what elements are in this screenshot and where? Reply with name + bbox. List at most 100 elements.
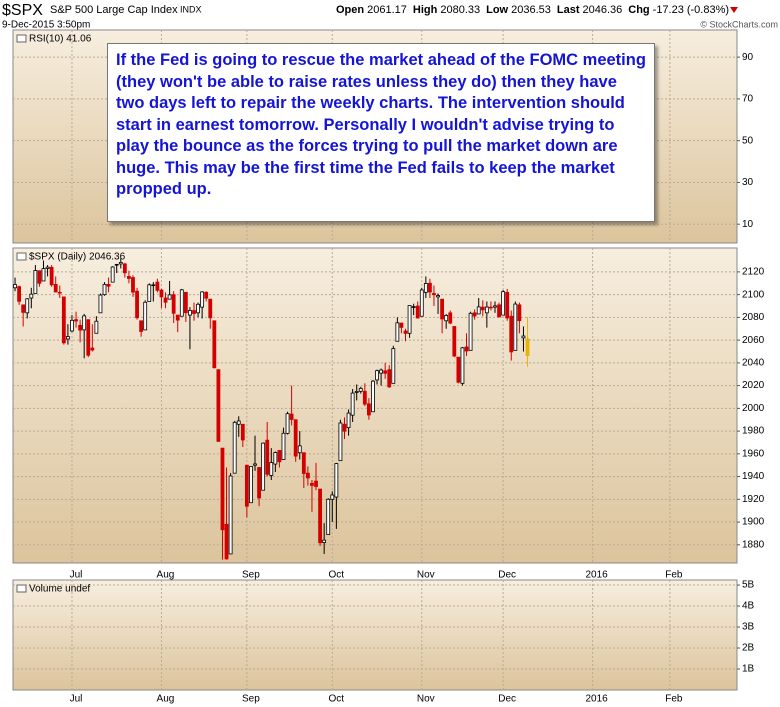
x-tick-label: Nov (417, 570, 435, 581)
y-tick-label: 2B (742, 643, 755, 654)
x-tick-label: Sep (242, 570, 260, 581)
quote-label: High (413, 4, 438, 16)
down-arrow (730, 7, 738, 13)
candle-body (472, 312, 477, 317)
candle-body (322, 539, 327, 543)
candle-body (57, 291, 62, 294)
x-tick-label: Aug (157, 570, 175, 581)
candle-body (41, 268, 46, 282)
candle-body (94, 320, 99, 334)
candle-body (493, 305, 497, 308)
candle-body (17, 286, 22, 302)
candle-body (468, 312, 473, 351)
quote-value: 2036.53 (511, 4, 551, 16)
x-tick-label: Jul (70, 570, 83, 581)
candle-body (281, 432, 286, 460)
candle-body (208, 298, 213, 319)
credit: © StockCharts.com (700, 19, 778, 29)
y-tick-label: 1880 (742, 539, 765, 550)
panel-label: Volume undef (29, 584, 90, 595)
candle-body (310, 482, 314, 486)
candle-body (489, 306, 493, 309)
candle-body (183, 291, 188, 314)
candle-body (480, 306, 485, 311)
quote-value: -17.23 (653, 4, 684, 16)
candle-body (301, 452, 306, 474)
candle-body (228, 475, 233, 555)
candle-body (179, 289, 184, 317)
candle-body (391, 348, 396, 384)
candle-body (346, 412, 351, 429)
candle-body (476, 306, 481, 315)
candle-body (517, 304, 522, 322)
candle-body (192, 310, 196, 314)
label-icon (16, 252, 27, 261)
candle-body (70, 319, 74, 332)
candle-body (78, 324, 83, 331)
candle-body (395, 322, 400, 342)
candle-body (220, 447, 225, 531)
y-tick-label: 90 (742, 52, 754, 63)
candle-body (277, 450, 282, 463)
quote-value: 2046.36 (583, 4, 623, 16)
candle-body (505, 291, 510, 319)
y-tick-label: 70 (742, 94, 754, 105)
candle-body (342, 423, 347, 432)
quote-label: Low (486, 4, 508, 16)
index-name: S&P 500 Large Cap Index (50, 4, 178, 16)
candle-body (305, 472, 310, 479)
candle-body (253, 463, 257, 466)
candle-body (314, 480, 318, 487)
y-tick-label: 1920 (742, 494, 765, 505)
candle-body (224, 523, 229, 560)
candle-body (25, 298, 30, 314)
y-tick-label: 3B (742, 622, 755, 633)
candle-body (269, 462, 274, 476)
candle-body (106, 283, 111, 287)
candle-body (155, 281, 160, 291)
candle-body (135, 290, 139, 319)
candle-body (387, 369, 392, 388)
quote-label: Chg (628, 4, 649, 16)
y-tick-label: 30 (742, 177, 754, 188)
panel-label: RSI(10) 41.06 (29, 34, 92, 45)
candle-body (509, 315, 514, 353)
timestamp: 9-Dec-2015 3:50pm (2, 20, 90, 31)
candle-body (358, 388, 363, 392)
candle-body (456, 356, 461, 383)
candle-body (265, 439, 270, 475)
candle-body (501, 291, 506, 316)
candle-body (147, 284, 152, 302)
x-tick-label: Aug (157, 694, 175, 705)
x-tick-label: Feb (665, 570, 683, 581)
y-tick-label: 4B (742, 601, 755, 612)
panel-label: $SPX (Daily) 2046.36 (29, 252, 126, 263)
candle-body (521, 335, 526, 339)
candle-body (13, 284, 17, 289)
candle-body (428, 282, 432, 293)
quote-value: 2080.33 (440, 4, 480, 16)
candle-body (33, 270, 38, 294)
quote: Open 2061.17 High 2080.33 Low 2036.53 Last 2046… (336, 4, 729, 16)
candle-body (419, 289, 424, 317)
x-tick-label: Dec (498, 570, 516, 581)
candle-body (66, 336, 70, 340)
candle-body (167, 294, 172, 300)
panel-background (12, 579, 738, 691)
candle-body (53, 283, 58, 293)
candle-body (484, 306, 489, 314)
candle-body (330, 494, 335, 500)
candle-body (383, 370, 388, 374)
candle-body (318, 488, 322, 544)
candle-body (151, 284, 156, 287)
candle-body (289, 413, 294, 420)
candle-body (362, 390, 367, 405)
candle-body (240, 423, 245, 441)
candle-body (448, 312, 453, 324)
candle-body (143, 301, 148, 331)
candle-body (338, 422, 343, 462)
candle-body (436, 295, 440, 298)
candle-body (399, 322, 404, 328)
candle-body (45, 266, 50, 269)
candle-body (175, 314, 180, 321)
